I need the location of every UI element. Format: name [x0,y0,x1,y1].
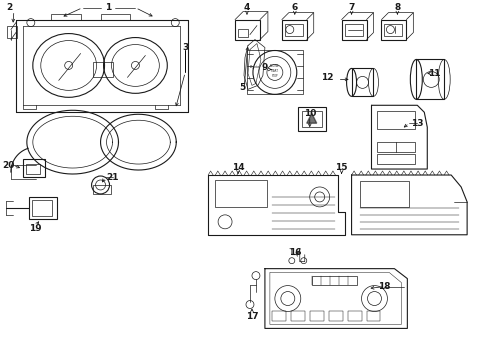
Text: 13: 13 [410,119,423,128]
Text: 17: 17 [245,312,258,321]
Text: 21: 21 [106,172,119,181]
Text: 18: 18 [378,282,390,291]
Text: 9: 9 [261,63,268,72]
Text: 7: 7 [348,3,354,12]
Text: ENGINE: ENGINE [270,64,279,69]
Text: 3: 3 [182,43,188,52]
Bar [100,14,130,20]
Bar [328,311,342,321]
Bar [272,311,285,321]
Text: 12: 12 [321,73,333,82]
Bar [351,69,373,96]
Text: 14: 14 [231,162,244,172]
Text: 15: 15 [334,162,347,172]
Text: 1: 1 [105,3,111,12]
Text: STOP: STOP [271,74,277,79]
Bar [7,26,17,37]
Text: 19: 19 [30,224,42,233]
Bar [297,107,325,131]
Bar [23,159,45,177]
Bar [284,24,302,36]
Text: START: START [271,69,278,74]
Bar [29,197,57,219]
Bar [359,181,408,207]
Text: 6: 6 [291,3,297,12]
Bar [32,200,52,216]
Bar [301,111,321,127]
Bar [309,311,323,321]
Text: 16: 16 [288,248,301,257]
Bar [377,154,414,164]
Text: 8: 8 [393,3,400,12]
Text: Toyota: Toyota [249,65,259,69]
Text: 4: 4 [243,3,250,12]
Text: 10: 10 [303,109,315,118]
Polygon shape [306,113,316,123]
Bar [341,20,366,40]
Bar [51,14,80,20]
Bar [215,180,266,207]
Bar [235,20,259,40]
Bar [366,311,379,321]
Text: 5: 5 [239,83,244,92]
Text: 2: 2 [6,3,12,12]
Bar [384,24,402,36]
Text: 20: 20 [3,161,15,170]
Bar [347,311,361,321]
Bar [92,185,110,194]
Bar [238,29,247,36]
Bar [246,50,302,94]
Bar [281,20,306,40]
Bar [377,111,414,129]
Bar [415,60,443,99]
Bar [290,311,304,321]
Bar [344,24,362,36]
Bar [92,62,112,77]
Bar [377,142,414,152]
Bar [26,164,40,174]
Text: 11: 11 [427,69,439,78]
Bar [381,20,406,40]
Bar [311,276,356,285]
